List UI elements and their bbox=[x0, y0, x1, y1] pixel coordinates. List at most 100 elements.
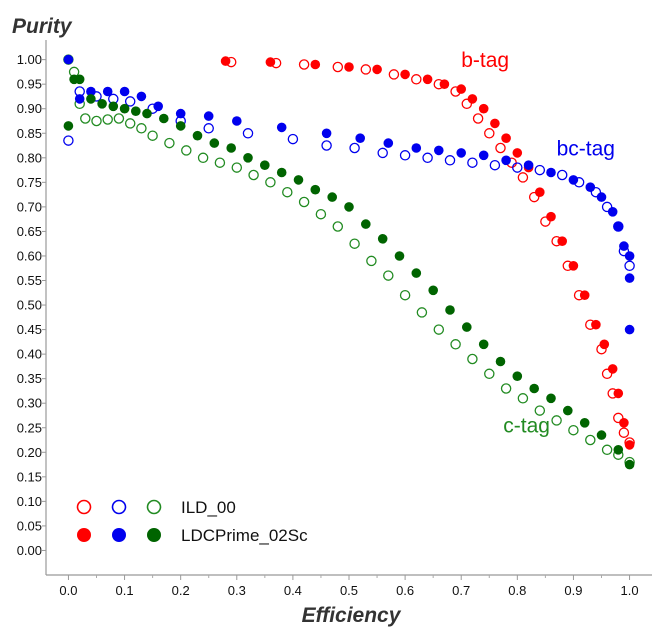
data-point-c-tag-open bbox=[102, 114, 113, 125]
data-point-c-tag-filled bbox=[596, 430, 607, 440]
data-point-bc-tag-open bbox=[377, 147, 388, 159]
data-point-b-tag-filled bbox=[613, 388, 624, 399]
y-tick-label: 0.70 bbox=[17, 199, 42, 214]
data-point-c-tag-filled bbox=[175, 121, 186, 131]
x-tick-label: 0.0 bbox=[59, 583, 77, 598]
data-point-bc-tag-open bbox=[287, 133, 299, 145]
data-point-c-tag-filled bbox=[394, 251, 405, 261]
data-point-bc-tag-filled bbox=[411, 143, 422, 153]
legend-row-ild: ILD_00 bbox=[76, 498, 236, 517]
data-point-bc-tag-filled bbox=[153, 101, 163, 112]
data-point-b-tag-open bbox=[360, 64, 372, 75]
data-point-c-tag-open bbox=[164, 137, 175, 149]
x-tick-label: 0.3 bbox=[228, 583, 246, 598]
data-point-c-tag-filled bbox=[209, 138, 220, 148]
data-point-c-tag-filled bbox=[131, 106, 141, 116]
data-point-c-tag-open bbox=[136, 123, 147, 134]
y-tick-label: 0.40 bbox=[17, 347, 42, 362]
y-tick-label: 0.95 bbox=[17, 77, 42, 92]
data-point-c-tag-filled bbox=[260, 160, 270, 170]
data-point-bc-tag-filled bbox=[355, 133, 366, 143]
data-point-c-tag-open bbox=[517, 393, 529, 404]
data-point-c-tag-open bbox=[534, 405, 546, 416]
data-point-c-tag-open bbox=[450, 339, 461, 350]
data-point-c-tag-open bbox=[80, 113, 91, 124]
data-point-c-tag-filled bbox=[377, 234, 388, 244]
data-point-c-tag-open bbox=[197, 152, 209, 164]
data-point-bc-tag-filled bbox=[523, 160, 534, 170]
y-tick-label: 0.15 bbox=[17, 469, 42, 484]
data-point-c-tag-open bbox=[484, 368, 495, 380]
data-point-c-tag-filled bbox=[512, 371, 523, 382]
data-point-c-tag-open bbox=[91, 115, 102, 127]
x-tick-label: 0.6 bbox=[396, 583, 414, 598]
data-point-b-tag-filled bbox=[599, 339, 610, 350]
annotation-b-tag: b-tag bbox=[461, 49, 509, 72]
legend[interactable]: ILD_00 LDCPrime_02Sc bbox=[76, 498, 308, 545]
series-b-tag-ILD_00 bbox=[225, 56, 635, 448]
data-point-b-tag-open bbox=[411, 74, 422, 85]
y-tick-label: 1.00 bbox=[17, 52, 42, 67]
data-point-c-tag-open bbox=[147, 130, 158, 141]
data-point-c-tag-open bbox=[298, 196, 310, 208]
y-tick-label: 0.35 bbox=[17, 371, 42, 386]
data-point-bc-tag-filled bbox=[74, 94, 85, 104]
x-tick-label: 0.5 bbox=[340, 583, 358, 598]
data-point-c-tag-open bbox=[500, 383, 512, 394]
data-point-c-tag-filled bbox=[361, 219, 371, 229]
data-point-c-tag-open bbox=[585, 434, 596, 446]
data-point-bc-tag-filled bbox=[119, 86, 130, 97]
legend-marker-b-filled bbox=[77, 528, 91, 542]
y-tick-label: 0.75 bbox=[17, 175, 42, 190]
y-tick-label: 0.00 bbox=[17, 543, 42, 558]
data-point-bc-tag-filled bbox=[585, 182, 596, 192]
y-axis-title: Purity bbox=[12, 15, 73, 38]
data-point-c-tag-filled bbox=[546, 393, 556, 404]
legend-label-ldcprime: LDCPrime_02Sc bbox=[181, 526, 308, 545]
data-point-c-tag-open bbox=[315, 208, 327, 220]
data-point-bc-tag-filled bbox=[501, 155, 511, 166]
data-point-c-tag-open bbox=[181, 145, 192, 156]
data-point-c-tag-open bbox=[113, 113, 125, 124]
x-tick-label: 1.0 bbox=[621, 583, 639, 598]
data-point-bc-tag-open bbox=[124, 96, 136, 107]
data-point-b-tag-open bbox=[332, 61, 344, 73]
data-point-c-tag-filled bbox=[86, 94, 96, 104]
data-point-c-tag-filled bbox=[563, 405, 573, 416]
data-point-c-tag-open bbox=[467, 353, 478, 365]
data-point-b-tag-filled bbox=[344, 62, 354, 72]
data-point-c-tag-open bbox=[551, 415, 562, 426]
data-point-bc-tag-filled bbox=[63, 54, 74, 65]
data-point-c-tag-filled bbox=[159, 113, 169, 124]
data-point-c-tag-filled bbox=[276, 167, 287, 178]
data-point-c-tag-filled bbox=[142, 108, 152, 119]
data-point-b-tag-open bbox=[484, 128, 495, 139]
y-tick-label: 0.60 bbox=[17, 248, 42, 263]
data-point-c-tag-open bbox=[248, 169, 259, 181]
data-point-bc-tag-filled bbox=[607, 207, 618, 217]
data-point-c-tag-filled bbox=[226, 143, 236, 153]
legend-marker-c-filled bbox=[147, 528, 161, 542]
data-point-c-tag-filled bbox=[243, 153, 253, 163]
data-points bbox=[63, 54, 635, 470]
data-point-b-tag-filled bbox=[372, 64, 382, 75]
data-point-bc-tag-open bbox=[399, 150, 411, 161]
data-point-b-tag-filled bbox=[512, 148, 523, 158]
data-point-b-tag-open bbox=[495, 142, 506, 154]
data-point-bc-tag-open bbox=[422, 152, 433, 164]
y-tick-label: 0.25 bbox=[17, 420, 42, 435]
data-point-c-tag-open bbox=[349, 238, 360, 249]
data-point-b-tag-filled bbox=[478, 103, 489, 114]
data-point-c-tag-open bbox=[282, 186, 293, 198]
data-point-b-tag-filled bbox=[220, 56, 231, 66]
data-point-c-tag-open bbox=[383, 270, 394, 281]
data-point-c-tag-filled bbox=[411, 268, 422, 278]
data-point-b-tag-filled bbox=[568, 261, 579, 271]
data-point-b-tag-open bbox=[388, 69, 400, 80]
data-point-c-tag-filled bbox=[529, 383, 539, 394]
y-tick-label: 0.55 bbox=[17, 273, 42, 288]
data-point-c-tag-filled bbox=[462, 322, 472, 332]
series-bc-tag-LDCPrime_02Sc bbox=[63, 54, 635, 335]
data-point-c-tag-filled bbox=[344, 202, 354, 212]
data-point-c-tag-filled bbox=[613, 445, 624, 455]
